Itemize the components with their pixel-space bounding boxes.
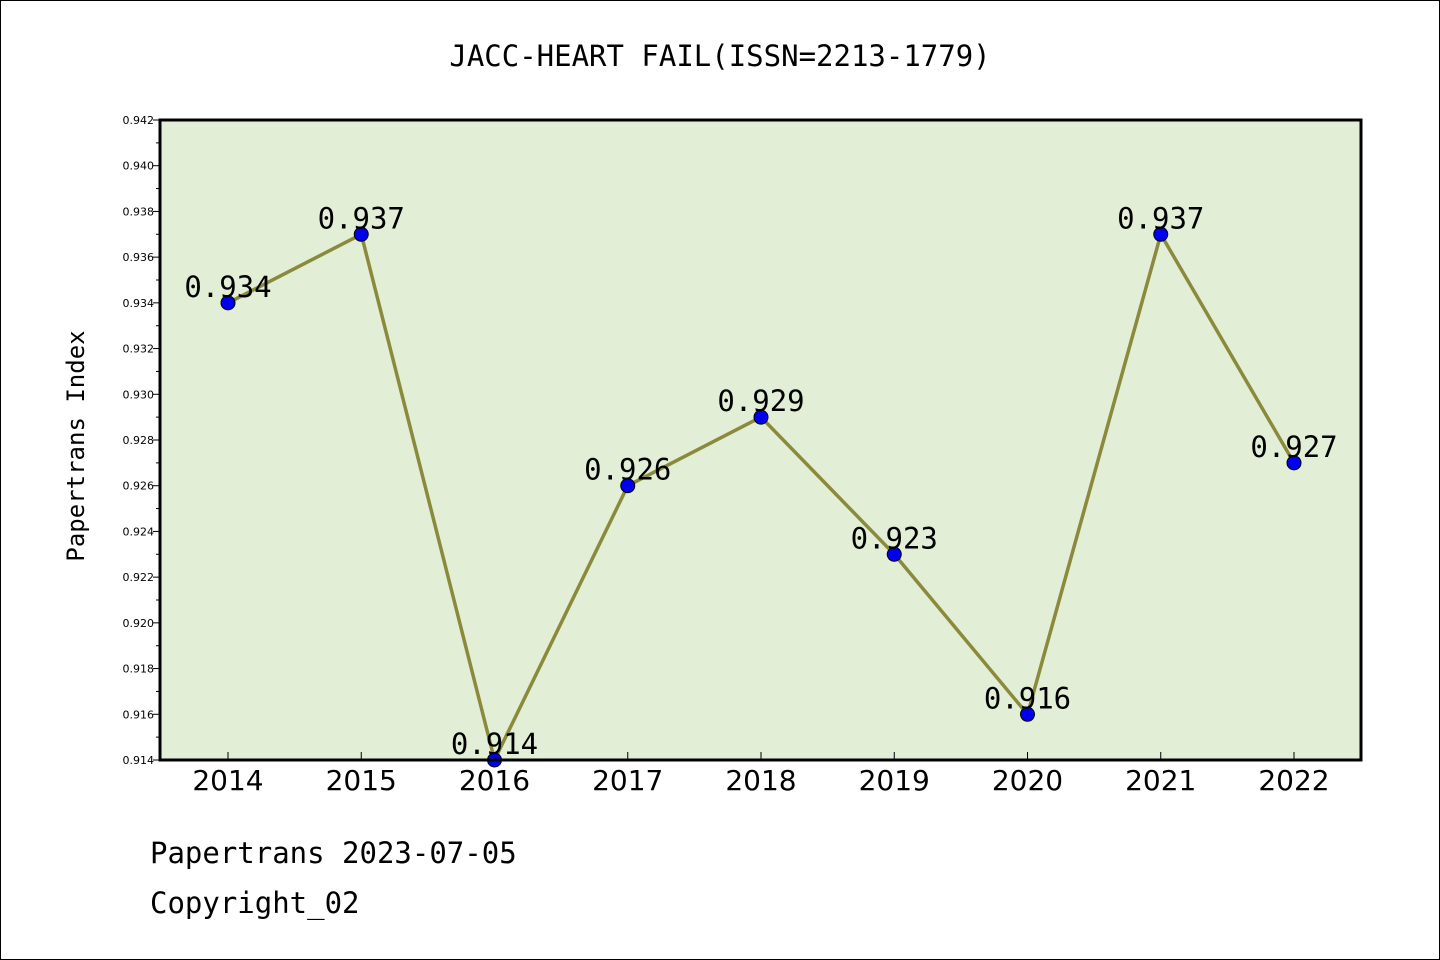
data-labels: 0.934 0.937 0.914 0.926 0.929 0.923 0.916 0.937… bbox=[184, 201, 1337, 761]
footer-copyright: Copyright_02 bbox=[150, 886, 360, 920]
data-label: 0.937 bbox=[1117, 201, 1204, 235]
data-point-marker bbox=[1286, 455, 1302, 471]
plot-area bbox=[160, 120, 1361, 760]
x-tick-label: 2017 bbox=[592, 764, 663, 797]
data-point-marker bbox=[620, 478, 636, 494]
x-axis: 2014 2015 2016 2017 2018 2019 2020 2021 2022 bbox=[192, 752, 1330, 797]
x-tick-label: 2020 bbox=[992, 764, 1063, 797]
chart-title: JACC-HEART FAIL(ISSN=2213-1779) bbox=[449, 39, 990, 73]
y-tick-label: 0.926 bbox=[123, 480, 155, 493]
y-axis-label: Papertrans Index bbox=[62, 330, 90, 561]
x-tick-label: 2016 bbox=[459, 764, 530, 797]
y-tick-label: 0.940 bbox=[123, 160, 155, 173]
x-tick-label: 2019 bbox=[859, 764, 930, 797]
y-tick-label: 0.918 bbox=[123, 663, 155, 676]
data-point-marker bbox=[353, 226, 369, 242]
data-label: 0.923 bbox=[851, 521, 938, 555]
footer-date: Papertrans 2023-07-05 bbox=[150, 836, 517, 870]
y-tick-label: 0.920 bbox=[123, 617, 155, 630]
y-tick-label: 0.930 bbox=[123, 388, 155, 401]
y-tick-label: 0.928 bbox=[123, 434, 155, 447]
data-point-marker bbox=[1020, 706, 1035, 722]
data-label: 0.916 bbox=[984, 681, 1071, 715]
data-point-marker bbox=[1153, 226, 1169, 242]
data-label: 0.927 bbox=[1250, 430, 1337, 464]
data-label: 0.929 bbox=[717, 384, 804, 418]
y-axis: 0.914 0.916 0.918 0.920 0.922 0.924 0.926 0.928… bbox=[123, 114, 160, 767]
y-tick-label: 0.922 bbox=[123, 571, 155, 584]
y-tick-label: 0.924 bbox=[123, 525, 155, 538]
plot-border bbox=[158, 118, 1363, 762]
y-tick-label: 0.936 bbox=[123, 251, 155, 264]
data-label: 0.937 bbox=[318, 201, 405, 235]
x-tick-label: 2015 bbox=[326, 764, 397, 797]
x-tick-label: 2014 bbox=[192, 764, 263, 797]
x-tick-label: 2018 bbox=[725, 764, 796, 797]
y-tick-label: 0.938 bbox=[123, 205, 155, 218]
y-tick-label: 0.942 bbox=[123, 114, 155, 127]
data-point-marker bbox=[753, 409, 769, 425]
data-label: 0.926 bbox=[584, 453, 671, 487]
data-point-marker bbox=[886, 546, 902, 562]
y-tick-label: 0.914 bbox=[123, 754, 155, 767]
x-tick-label: 2021 bbox=[1125, 764, 1196, 797]
y-tick-label: 0.916 bbox=[123, 708, 155, 721]
data-label: 0.934 bbox=[184, 270, 271, 304]
x-tick-label: 2022 bbox=[1258, 764, 1329, 797]
data-point-marker bbox=[220, 295, 236, 311]
data-label: 0.914 bbox=[451, 727, 538, 761]
y-tick-label: 0.934 bbox=[123, 297, 155, 310]
y-tick-label: 0.932 bbox=[123, 343, 155, 356]
series-markers bbox=[220, 226, 1302, 768]
